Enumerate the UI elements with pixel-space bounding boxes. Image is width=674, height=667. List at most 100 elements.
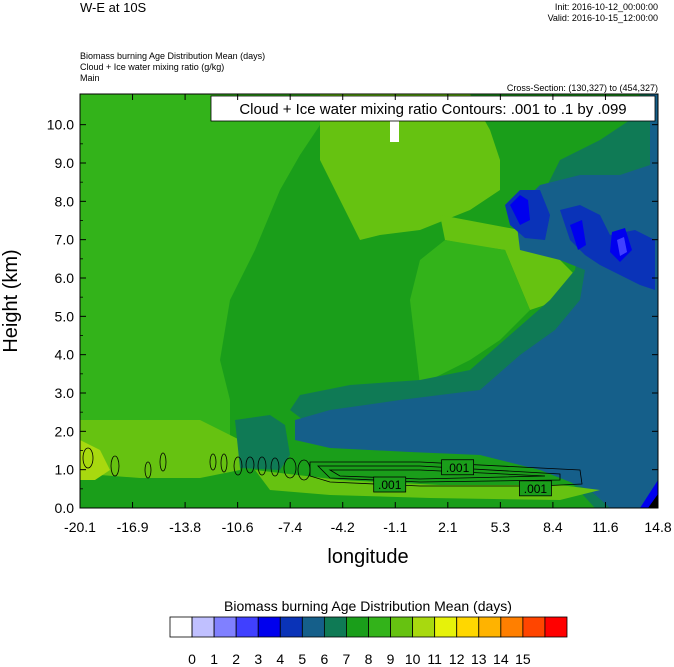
field-region-10 (80, 420, 240, 478)
field-region-9 (80, 94, 320, 475)
contour-ring (257, 456, 267, 476)
contour-ring (144, 461, 152, 479)
field-region-10-mid (440, 215, 580, 310)
colorbar-swatch (191, 616, 215, 638)
field-corner-dark (648, 494, 658, 508)
colorbar-swatch (213, 616, 237, 638)
heatmap-field (80, 94, 658, 508)
colorbar-swatch (390, 616, 414, 638)
contour-ring (110, 455, 120, 477)
colorbar-swatch (434, 616, 458, 638)
valid-time: Valid: 2016-10-15_12:00:00 (547, 13, 658, 23)
y-tick-label: 10.0 (47, 117, 74, 133)
colorbar-label: 15 (515, 651, 531, 667)
field-description-1: Biomass burning Age Distribution Mean (d… (80, 51, 266, 61)
contour-info-text: Cloud + Ice water mixing ratio Contours:… (239, 101, 626, 118)
contour-label-box (519, 480, 552, 497)
colorbar-swatch (301, 616, 325, 638)
x-tick-label: -4.2 (331, 519, 355, 535)
colorbar-swatch (279, 616, 303, 638)
y-tick-label: 6.0 (55, 270, 75, 286)
colorbar-swatch (456, 616, 480, 638)
colorbar-label: 13 (471, 651, 487, 667)
contour-ring (283, 457, 297, 479)
contour-label-box (373, 476, 407, 493)
colorbar-swatch (257, 616, 281, 638)
colorbar-swatch (323, 616, 347, 638)
colorbar-label: 4 (276, 651, 284, 667)
colorbar-swatch (522, 616, 546, 638)
x-tick-label: -1.1 (383, 519, 407, 535)
colorbar-swatch (346, 616, 369, 638)
x-tick-label: -7.4 (278, 519, 302, 535)
colorbar-label: 6 (320, 651, 328, 667)
field-description-3: Main (80, 73, 100, 83)
y-tick-label: 3.0 (55, 385, 75, 401)
y-tick-label: 5.0 (55, 308, 75, 324)
x-tick-label: 14.8 (644, 519, 671, 535)
colorbar-label: 0 (188, 651, 196, 667)
y-axis: 0.0 1.0 2.0 3.0 4.0 5.0 6.0 7.0 8.0 9.0 10.0 (47, 117, 658, 516)
colorbar-swatch (478, 616, 502, 638)
cross-section-label: Cross-Section: (130,327) to (454,327) (506, 83, 658, 93)
x-axis-label: longitude (327, 546, 408, 568)
field-region-4 (510, 195, 530, 225)
field-region-5-right (560, 205, 655, 290)
field-description-2: Cloud + Ice water mixing ratio (g/kg) (80, 62, 225, 72)
x-axis: -20.1 -16.9 -13.8 -10.6 -7.4 -4.2 -1.1 2.1 5.3 8.… (64, 94, 672, 535)
colorbar-label: 7 (343, 651, 351, 667)
colorbar-label: 12 (449, 651, 465, 667)
contour-band-inner-2 (328, 469, 546, 480)
colorbar-label: 11 (427, 651, 442, 667)
x-tick-label: 8.4 (543, 519, 563, 535)
y-tick-label: 7.0 (55, 232, 75, 248)
contour-labels: .001 .001 .001 (373, 459, 552, 497)
colorbar-label: 9 (387, 651, 395, 667)
x-tick-label: 2.1 (438, 519, 458, 535)
field-white-patch (390, 118, 399, 142)
y-tick-label: 2.0 (55, 423, 75, 439)
x-tick-label: 5.3 (491, 519, 511, 535)
colorbar-swatch (500, 616, 524, 638)
contour-ring (220, 453, 228, 473)
colorbar-swatch (544, 616, 568, 638)
x-tick-label: -20.1 (64, 519, 96, 535)
colorbar-swatch (368, 616, 391, 638)
colorbar-label: 5 (298, 651, 306, 667)
colorbar-title: Biomass burning Age Distribution Mean (d… (224, 598, 512, 614)
colorbar (169, 616, 568, 638)
contour-ring (159, 452, 167, 472)
x-tick-label: -10.6 (222, 519, 254, 535)
colorbar-swatch (235, 616, 259, 638)
contour-label: .001 (378, 478, 402, 492)
y-tick-label: 0.0 (55, 500, 75, 516)
init-time: Init: 2016-10-12_00:00:00 (554, 2, 658, 12)
contour-ring (245, 456, 255, 474)
contour-ring (233, 456, 243, 476)
y-tick-label: 9.0 (55, 155, 75, 171)
colorbar-label: 2 (232, 651, 240, 667)
field-region-6 (295, 94, 658, 508)
colorbar-label: 3 (254, 651, 262, 667)
contour-ring (209, 453, 217, 471)
field-region-10-low (255, 470, 600, 500)
plot-title: W-E at 10S (80, 0, 147, 15)
x-tick-label: 11.6 (592, 519, 618, 535)
contour-label: .001 (524, 482, 548, 496)
colorbar-label: 8 (365, 651, 373, 667)
field-region-4-right (570, 220, 586, 250)
y-tick-label: 8.0 (55, 193, 75, 209)
contour-label-box (441, 459, 475, 476)
field-region-3 (617, 237, 627, 256)
colorbar-labels: 0 1 2 3 4 5 6 7 8 9 10 11 12 13 14 15 (188, 651, 531, 667)
colorbar-label: 14 (493, 651, 509, 667)
field-region-11 (80, 440, 110, 480)
y-tick-label: 1.0 (55, 462, 75, 478)
y-tick-label: 4.0 (55, 347, 75, 363)
contour-band-inner (317, 465, 561, 483)
colorbar-swatch (169, 616, 193, 638)
contour-info-box (210, 95, 656, 122)
field-region-7-low-left (235, 415, 290, 470)
x-tick-label: -13.8 (169, 519, 201, 535)
